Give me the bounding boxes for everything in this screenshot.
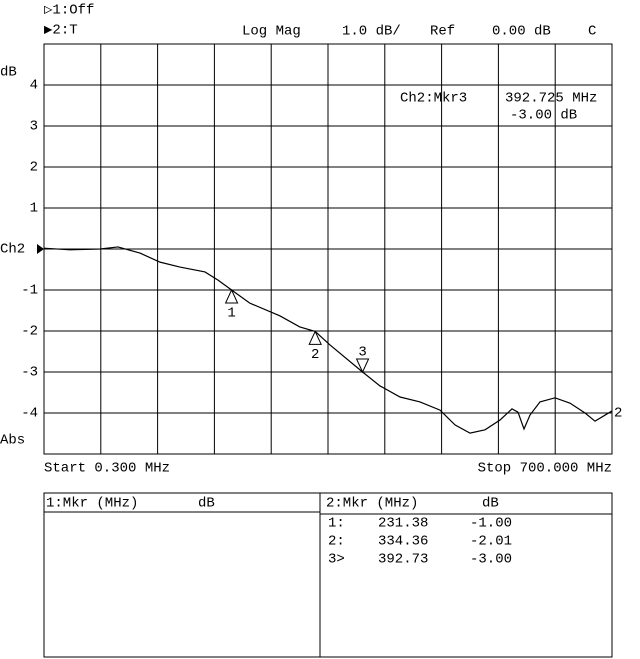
ref-value: 0.00 dB xyxy=(492,24,551,40)
y-tick-label: -4 xyxy=(21,406,38,422)
ref-marker xyxy=(37,244,44,254)
y-tick-label: 3 xyxy=(30,119,38,135)
table-left-unit: dB xyxy=(198,496,215,512)
trace-label: 2 xyxy=(614,406,622,422)
start-freq: Start 0.300 MHz xyxy=(44,461,170,477)
table-right-unit: dB xyxy=(482,496,499,512)
marker-label: 2 xyxy=(311,347,319,363)
readout-freq: 392.725 MHz xyxy=(505,91,597,107)
y-tick-label: 4 xyxy=(30,78,38,94)
marker-label: 3 xyxy=(358,345,366,361)
y-format: Abs xyxy=(0,433,25,449)
ch2-status: ▶2:T xyxy=(44,23,78,39)
table-cell: 2: xyxy=(328,534,345,550)
marker xyxy=(224,288,239,304)
trace xyxy=(43,246,613,434)
table-cell: -1.00 xyxy=(470,516,512,532)
readout-value: -3.00 dB xyxy=(510,108,577,124)
table-cell: -2.01 xyxy=(470,534,512,550)
readout-marker: Ch2:Mkr3 xyxy=(400,91,467,107)
table-cell: 3> xyxy=(328,552,345,568)
format: Log Mag xyxy=(242,24,301,40)
table-right-title: 2:Mkr (MHz) xyxy=(326,496,418,512)
table-left-title: 1:Mkr (MHz) xyxy=(46,496,138,512)
ref-label: Ref xyxy=(430,24,455,40)
y-unit: dB xyxy=(0,65,17,81)
ch1-status: ▷1:Off xyxy=(44,3,94,19)
table-cell: 231.38 xyxy=(378,516,428,532)
table-frame xyxy=(43,492,613,658)
y-tick-label: -3 xyxy=(21,365,38,381)
marker-label: 1 xyxy=(227,306,235,322)
flag: C xyxy=(588,24,596,40)
y-tick-label: -1 xyxy=(21,283,38,299)
table-cell: 334.36 xyxy=(378,534,428,550)
y-tick-label: -2 xyxy=(21,324,38,340)
y-tick-label: 2 xyxy=(30,160,38,176)
table-cell: 392.73 xyxy=(378,552,428,568)
scale: 1.0 dB/ xyxy=(342,24,401,40)
table-cell: 1: xyxy=(328,516,345,532)
ref-marker-label: Ch2 xyxy=(0,242,25,258)
marker xyxy=(308,330,322,345)
stop-freq: Stop 700.000 MHz xyxy=(478,461,612,477)
table-cell: -3.00 xyxy=(470,552,512,568)
y-tick-label: 1 xyxy=(30,201,38,217)
marker xyxy=(355,358,370,374)
